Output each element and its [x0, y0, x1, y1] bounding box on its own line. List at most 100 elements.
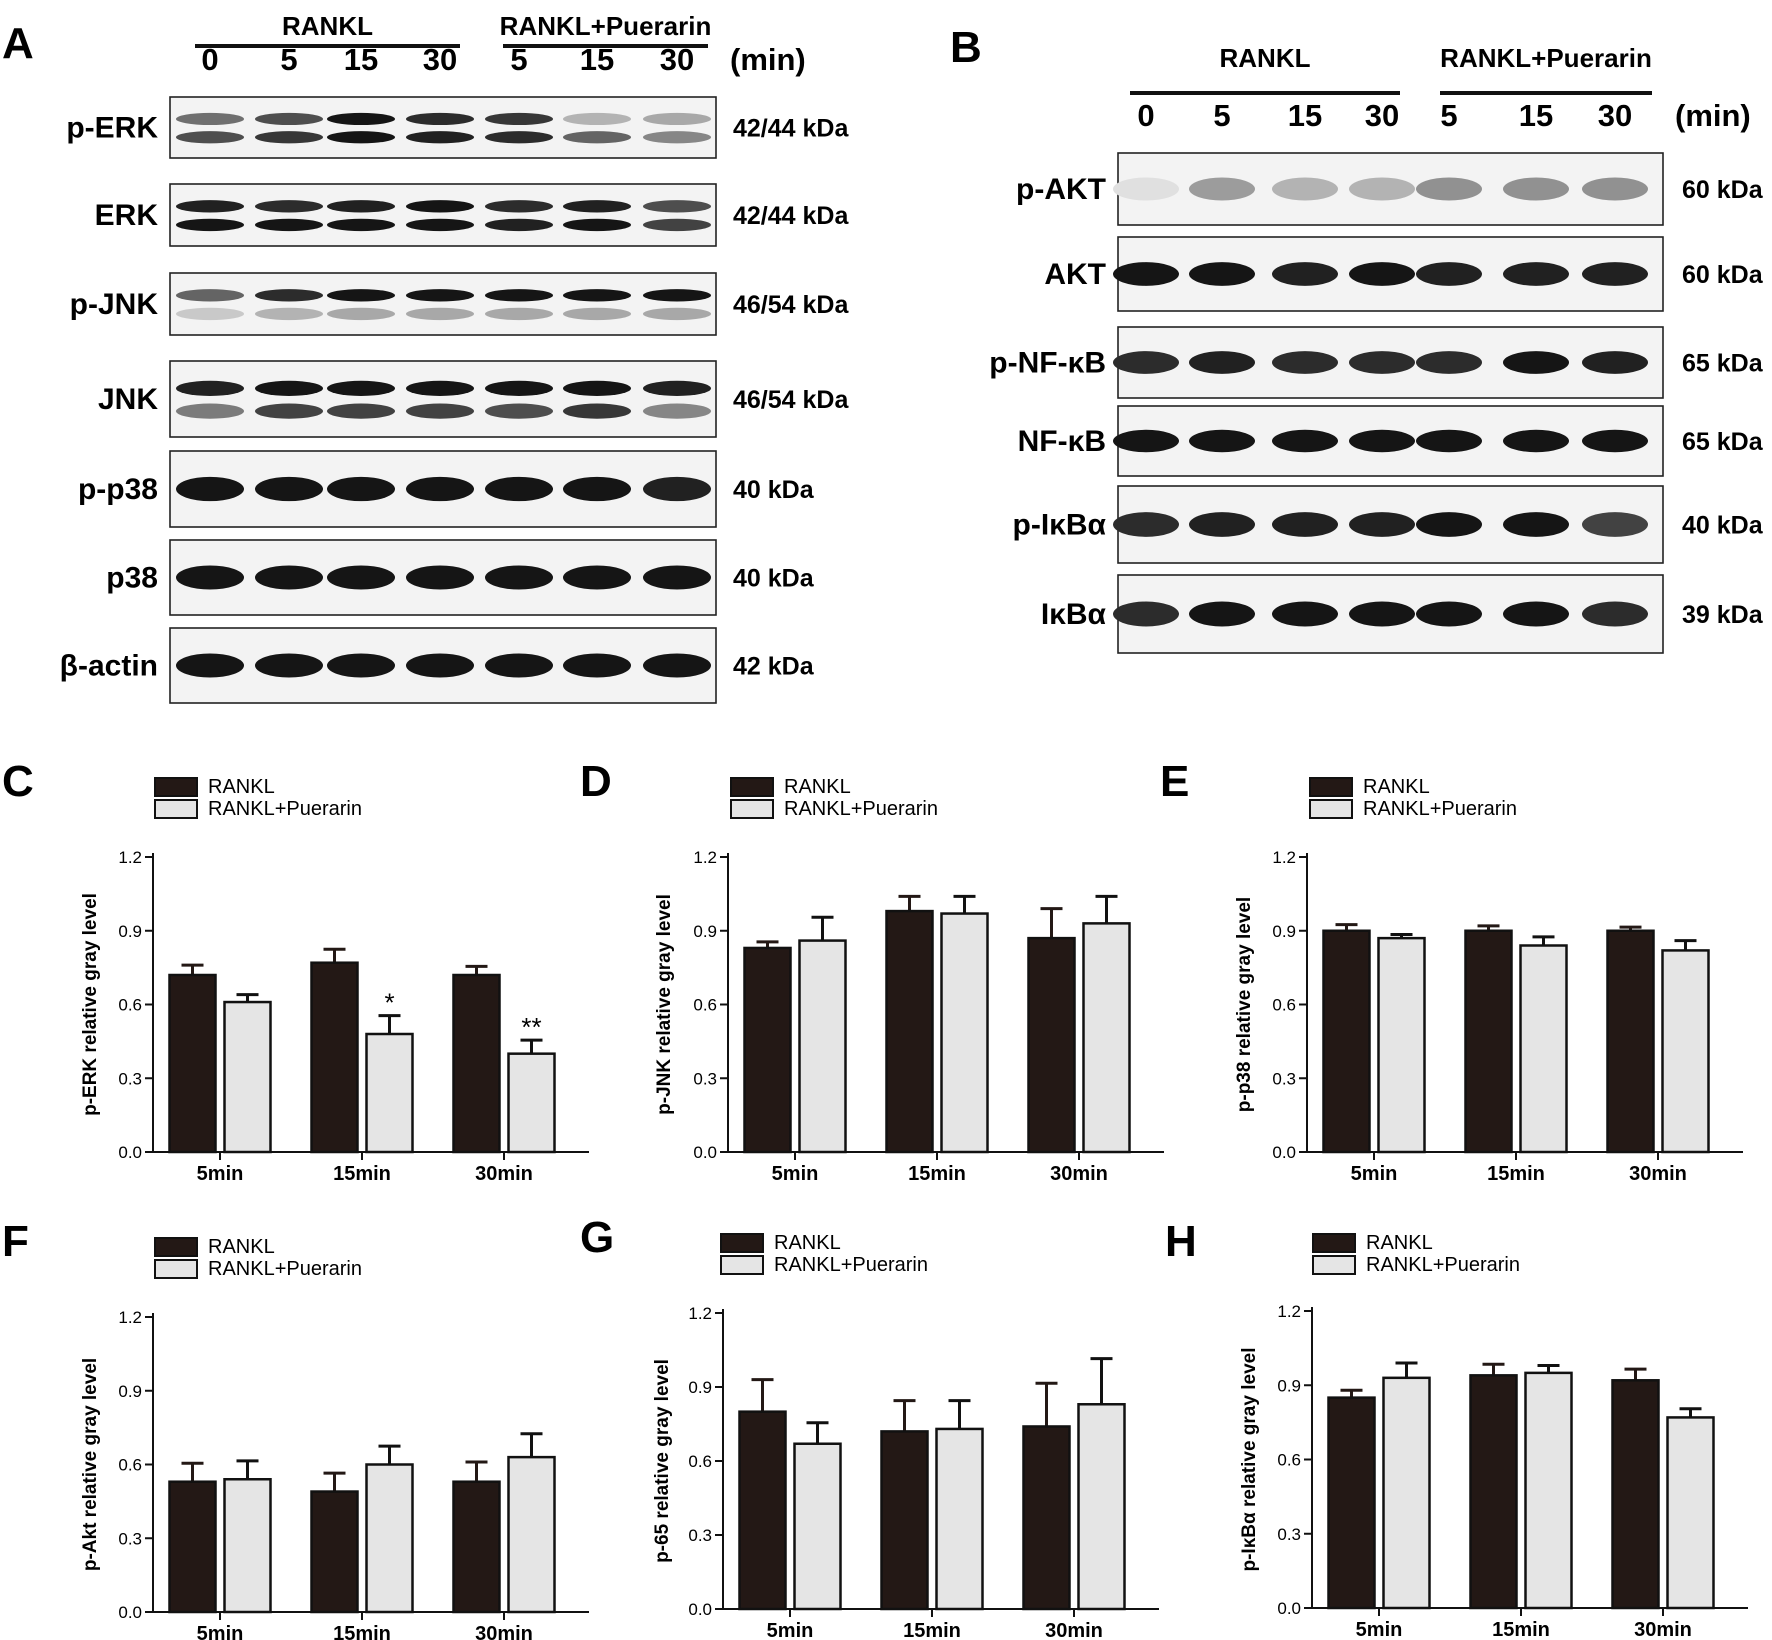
- bar: [743, 946, 792, 1154]
- panel-label: G: [580, 1213, 614, 1262]
- blot-protein-label: p-ERK: [66, 112, 158, 145]
- blot-band: [1113, 177, 1179, 201]
- x-tick-label: 30min: [475, 1623, 533, 1640]
- blot-band: [176, 476, 244, 502]
- legend-label: RANKL: [1366, 1232, 1433, 1254]
- bar: [1606, 929, 1655, 1154]
- legend-label: RANKL+Puerarin: [208, 1258, 362, 1280]
- blot-band: [1272, 262, 1338, 286]
- legend-label: RANKL: [1363, 776, 1430, 798]
- blot-band: [255, 476, 323, 502]
- blot-band: [176, 112, 244, 126]
- blot-band: [1503, 351, 1569, 374]
- blot-band: [327, 653, 395, 678]
- blot-row: p-ERK 42/44 kDa: [66, 96, 849, 159]
- bar: [365, 1032, 414, 1154]
- y-tick-label: 1.2: [1272, 848, 1296, 867]
- bar: [885, 909, 934, 1154]
- blot-panel-b: B RANKL RANKL+Puerarin 0 5 15 30 5 15 30 (min) p-AK…: [950, 23, 1764, 654]
- unit-label: (min): [1675, 98, 1751, 133]
- blot-band: [176, 200, 244, 213]
- blot-kda-label: 40 kDa: [1682, 512, 1764, 540]
- blot-band: [327, 131, 395, 144]
- blot-band: [1113, 512, 1179, 537]
- x-tick-label: 30min: [1045, 1620, 1103, 1640]
- blot-band: [1582, 351, 1648, 374]
- blot-band: [1189, 429, 1255, 453]
- bar: [798, 939, 847, 1154]
- blot-band: [406, 380, 474, 396]
- legend-swatch: [154, 777, 198, 797]
- timepoint-label: 30: [423, 42, 457, 77]
- blot-band: [255, 403, 323, 419]
- blot-kda-label: 60 kDa: [1682, 261, 1764, 289]
- blot-band: [406, 218, 474, 232]
- blot-band: [255, 112, 323, 126]
- y-tick-label: 1.2: [688, 1304, 712, 1323]
- blot-row: p-JNK 46/54 kDa: [70, 272, 849, 336]
- blot-band: [485, 112, 553, 126]
- blot-band: [643, 307, 711, 321]
- blot-band: [255, 218, 323, 232]
- blot-band: [1416, 351, 1482, 374]
- blot-band: [1113, 429, 1179, 453]
- blot-band: [406, 131, 474, 144]
- blot-band: [1416, 177, 1482, 201]
- y-tick-label: 0.0: [1277, 1599, 1301, 1618]
- blot-protein-label: ERK: [95, 199, 159, 232]
- y-tick-label: 0.6: [1277, 1451, 1301, 1470]
- blot-band: [1349, 262, 1415, 286]
- y-tick-label: 1.2: [693, 848, 717, 867]
- legend-swatch: [730, 777, 774, 797]
- blot-band: [485, 380, 553, 396]
- blot-panel-a: A RANKL RANKL+Puerarin 0 5 15 30 5 15 30 (min) p-ER…: [2, 11, 849, 704]
- y-axis-label: p-JNK relative gray level: [654, 894, 675, 1115]
- blot-band: [327, 218, 395, 232]
- panel-label: E: [1160, 757, 1189, 806]
- y-tick-label: 0.9: [118, 1382, 142, 1401]
- legend-swatch: [1309, 777, 1353, 797]
- blot-band: [1113, 262, 1179, 286]
- timepoint-label: 5: [510, 42, 527, 77]
- y-tick-label: 0.0: [118, 1143, 142, 1162]
- panel-label: C: [2, 757, 34, 806]
- legend-swatch: [154, 799, 198, 819]
- y-tick-label: 0.3: [1272, 1069, 1296, 1088]
- blot-kda-label: 40 kDa: [733, 476, 815, 504]
- blot-protein-label: p-JNK: [70, 288, 159, 321]
- blot-band: [643, 403, 711, 419]
- y-tick-label: 0.9: [688, 1378, 712, 1397]
- blot-band: [255, 565, 323, 590]
- blot-band: [485, 289, 553, 302]
- blot-band: [1349, 429, 1415, 453]
- y-tick-label: 0.9: [118, 922, 142, 941]
- timepoint-label: 30: [1365, 98, 1399, 133]
- x-tick-label: 5min: [1356, 1619, 1403, 1640]
- bar: [507, 1455, 556, 1614]
- blot-band: [1189, 351, 1255, 374]
- panel-label: F: [2, 1217, 29, 1266]
- blot-band: [563, 289, 631, 302]
- blot-band: [406, 653, 474, 678]
- y-tick-label: 0.6: [1272, 996, 1296, 1015]
- significance-marker: **: [521, 1012, 541, 1042]
- blot-band: [176, 218, 244, 232]
- blot-band: [1582, 601, 1648, 627]
- blot-row: p38 40 kDa: [106, 539, 815, 616]
- blot-band: [643, 131, 711, 144]
- blot-protein-label: AKT: [1044, 258, 1106, 291]
- panel-label: D: [580, 757, 612, 806]
- blot-band: [1416, 512, 1482, 537]
- blot-band: [1113, 601, 1179, 627]
- bar: [1027, 936, 1076, 1154]
- bar: [1666, 1416, 1715, 1610]
- blot-band: [1349, 351, 1415, 374]
- bar: [310, 1490, 359, 1614]
- bar: [168, 973, 217, 1154]
- blot-band: [1503, 429, 1569, 453]
